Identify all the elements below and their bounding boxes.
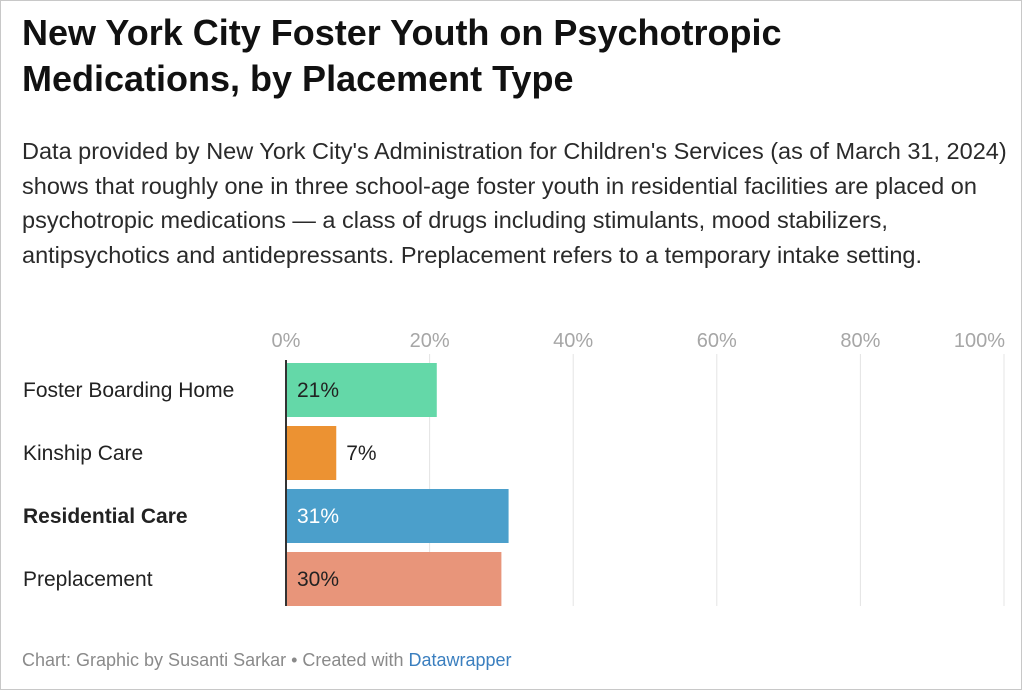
- x-tick-label: 100%: [954, 330, 1005, 352]
- category-label: Preplacement: [23, 568, 153, 591]
- x-tick-label: 40%: [553, 330, 593, 352]
- x-tick-label: 20%: [410, 330, 450, 352]
- datawrapper-link[interactable]: Datawrapper: [408, 650, 512, 670]
- chart-title: New York City Foster Youth on Psychotrop…: [22, 12, 782, 99]
- category-label: Foster Boarding Home: [23, 379, 234, 402]
- chart-footer: Chart: Graphic by Susanti Sarkar • Creat…: [22, 650, 512, 671]
- bar-chart: 0% 20% 40% 60% 80% 100% Foster Boarding Home 21…: [0, 320, 1024, 620]
- bar: [286, 426, 337, 480]
- value-label: 31%: [297, 505, 339, 528]
- value-label: 7%: [346, 442, 376, 465]
- category-label: Residential Care: [23, 505, 188, 528]
- x-tick-label: 0%: [272, 330, 301, 352]
- bar: [286, 489, 509, 543]
- bar: [286, 552, 502, 606]
- footer-credit: Chart: Graphic by Susanti Sarkar • Creat…: [22, 650, 409, 670]
- bar-chart-svg: 0% 20% 40% 60% 80% 100% Foster Boarding Home 21…: [23, 330, 1005, 606]
- bar: [286, 363, 437, 417]
- chart-description: Data provided by New York City's Adminis…: [22, 138, 1007, 268]
- value-label: 30%: [297, 568, 339, 591]
- category-label: Kinship Care: [23, 442, 143, 465]
- x-tick-label: 80%: [840, 330, 880, 352]
- value-label: 21%: [297, 379, 339, 402]
- x-tick-label: 60%: [697, 330, 737, 352]
